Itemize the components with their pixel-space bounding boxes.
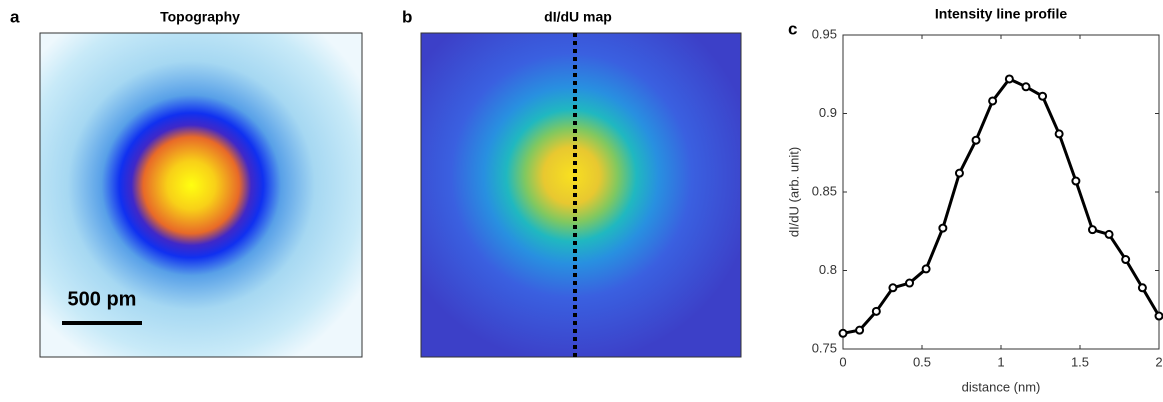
y-tick-label: 0.9 (819, 105, 837, 120)
data-point (1054, 129, 1064, 139)
y-tick-label: 0.85 (812, 183, 837, 198)
panel-label: b (402, 7, 412, 26)
topography-image (39, 32, 363, 358)
data-point (988, 96, 998, 106)
y-tick-label: 0.8 (819, 262, 837, 277)
data-line (842, 77, 1161, 335)
data-point (971, 135, 981, 145)
plot-frame (842, 34, 1160, 350)
data-point (1104, 229, 1114, 239)
scale-bar-label: 500 pm (68, 288, 137, 310)
data-point (1071, 176, 1081, 186)
data-point (855, 325, 865, 335)
x-tick-label: 2 (1155, 354, 1162, 369)
panel-label: c (788, 19, 797, 38)
y-axis-label: dI/dU (arb. unit) (786, 147, 801, 237)
x-tick-label: 1 (997, 354, 1004, 369)
x-axis-label: distance (nm) (962, 379, 1041, 394)
data-point (1004, 74, 1014, 84)
data-point (1021, 82, 1031, 92)
data-point (1154, 311, 1163, 321)
x-tick-label: 0 (839, 354, 846, 369)
didu-map-image (420, 32, 742, 358)
data-point (888, 283, 898, 293)
panel-label: a (10, 7, 20, 26)
data-point (1121, 255, 1131, 265)
data-point (1038, 91, 1048, 101)
chart-title: Intensity line profile (935, 6, 1067, 22)
x-tick-label: 1.5 (1071, 354, 1089, 369)
data-point (1137, 283, 1147, 293)
data-point (871, 306, 881, 316)
data-point (954, 168, 964, 178)
data-point (1087, 225, 1097, 235)
data-point (905, 278, 915, 288)
data-point (838, 328, 848, 338)
panel-title: dI/dU map (544, 9, 612, 25)
data-point (938, 223, 948, 233)
y-tick-label: 0.75 (812, 340, 837, 355)
panel-title: Topography (160, 9, 240, 25)
data-point (921, 264, 931, 274)
x-tick-label: 0.5 (913, 354, 931, 369)
y-tick-label: 0.95 (812, 26, 837, 41)
